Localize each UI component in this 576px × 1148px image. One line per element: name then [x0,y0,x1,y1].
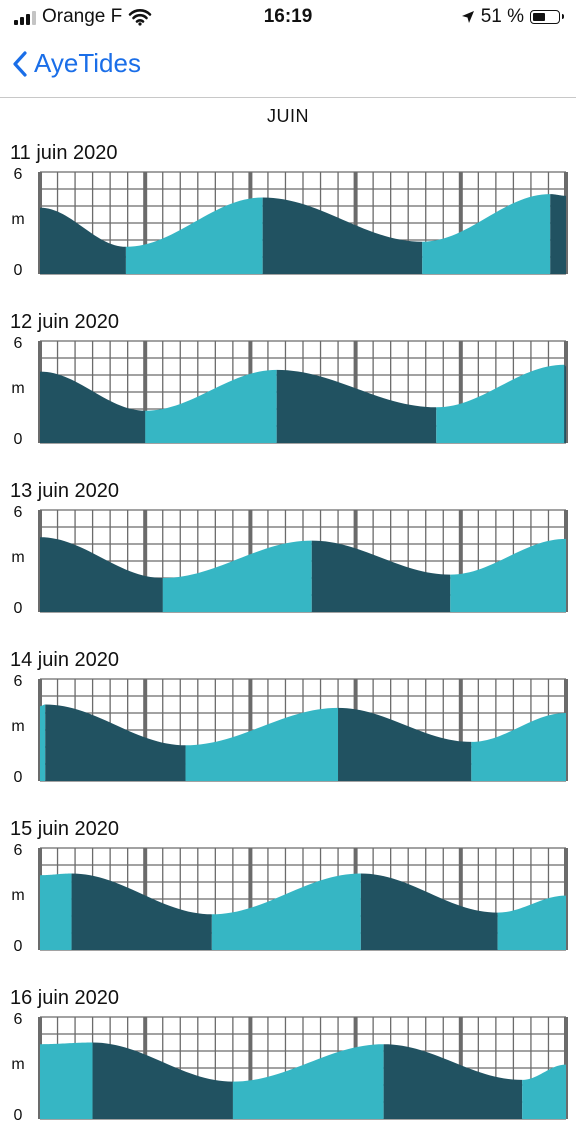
y-axis-label: 0 [13,938,23,955]
tide-chart-day: 13 juin 2020 6 m 0 [0,480,576,641]
day-date-label: 12 juin 2020 [10,311,119,333]
back-button-label: AyeTides [34,48,141,78]
wifi-icon [128,9,152,26]
y-axis-label: m [11,549,25,566]
y-axis-label: 0 [13,600,23,617]
rising-tide-area [522,1064,566,1119]
rising-tide-area [145,369,277,443]
rising-tide-area [422,194,551,274]
falling-tide-area [40,207,126,274]
y-axis-label: 6 [13,166,23,183]
status-left: Orange F [14,6,152,28]
day-date-label: 11 juin 2020 [10,142,118,164]
falling-tide-area [71,873,212,950]
rising-tide-area [40,704,46,781]
chevron-left-icon [13,50,27,77]
day-date-label: 15 juin 2020 [10,818,119,840]
day-date-label: 13 juin 2020 [10,480,119,502]
y-axis-label: 0 [13,431,23,448]
location-arrow-icon [461,11,474,23]
y-axis-label: 6 [13,1011,23,1028]
status-bar: Orange F 16:19 51 % [0,0,576,34]
falling-tide-area [383,1044,523,1119]
tide-chart-svg [38,1016,568,1120]
tide-chart-svg [38,171,568,275]
y-axis-label: 6 [13,673,23,690]
y-axis-label: m [11,718,25,735]
rising-tide-area [436,364,565,443]
tide-chart-day: 12 juin 2020 6 m 0 [0,311,576,472]
tide-chart-svg [38,340,568,444]
battery-percent: 51 % [480,6,524,27]
status-right: 51 % [461,6,564,28]
tide-chart-svg [38,509,568,613]
y-axis-label: 0 [13,1107,23,1124]
rising-tide-area [232,1044,384,1119]
falling-tide-area [40,371,146,443]
falling-tide-area [40,537,163,612]
tide-chart-svg [38,678,568,782]
y-axis-label: m [11,380,25,397]
rising-tide-area [125,197,263,274]
rising-tide-area [40,1042,93,1119]
signal-icon [14,9,36,25]
falling-tide-area [45,704,186,781]
y-axis-label: 6 [13,335,23,352]
falling-tide-area [360,873,498,950]
falling-tide-area [311,540,451,612]
tide-chart-svg [38,847,568,951]
y-axis-label: m [11,211,25,228]
rising-tide-area [211,873,361,950]
y-axis-label: 0 [13,262,23,279]
carrier-name: Orange F [42,6,123,27]
y-axis-label: 6 [13,504,23,521]
falling-tide-area [262,197,423,274]
rising-tide-area [471,713,566,781]
tide-chart-day: 14 juin 2020 6 m 0 [0,649,576,810]
status-time: 16:19 [263,6,313,27]
back-button[interactable]: AyeTides [12,48,141,79]
battery-icon [530,10,564,24]
rising-tide-area [450,538,566,612]
navigation-bar: AyeTides [0,34,576,98]
y-axis-label: m [11,887,25,904]
day-date-label: 14 juin 2020 [10,649,119,671]
y-axis-label: 6 [13,842,23,859]
rising-tide-area [497,895,566,950]
tide-chart-day: 16 juin 2020 6 m 0 [0,987,576,1148]
falling-tide-area [550,194,566,274]
tide-chart-day: 11 juin 2020 6 m 0 [0,142,576,303]
tide-chart-day: 15 juin 2020 6 m 0 [0,818,576,979]
month-header: JUIN [267,106,309,126]
y-axis-label: m [11,1056,25,1073]
falling-tide-area [338,707,472,781]
falling-tide-area [276,369,437,443]
y-axis-label: 0 [13,769,23,786]
rising-tide-area [162,540,312,612]
day-date-label: 16 juin 2020 [10,987,119,1009]
rising-tide-area [40,873,72,950]
rising-tide-area [185,707,339,781]
falling-tide-area [564,364,566,443]
